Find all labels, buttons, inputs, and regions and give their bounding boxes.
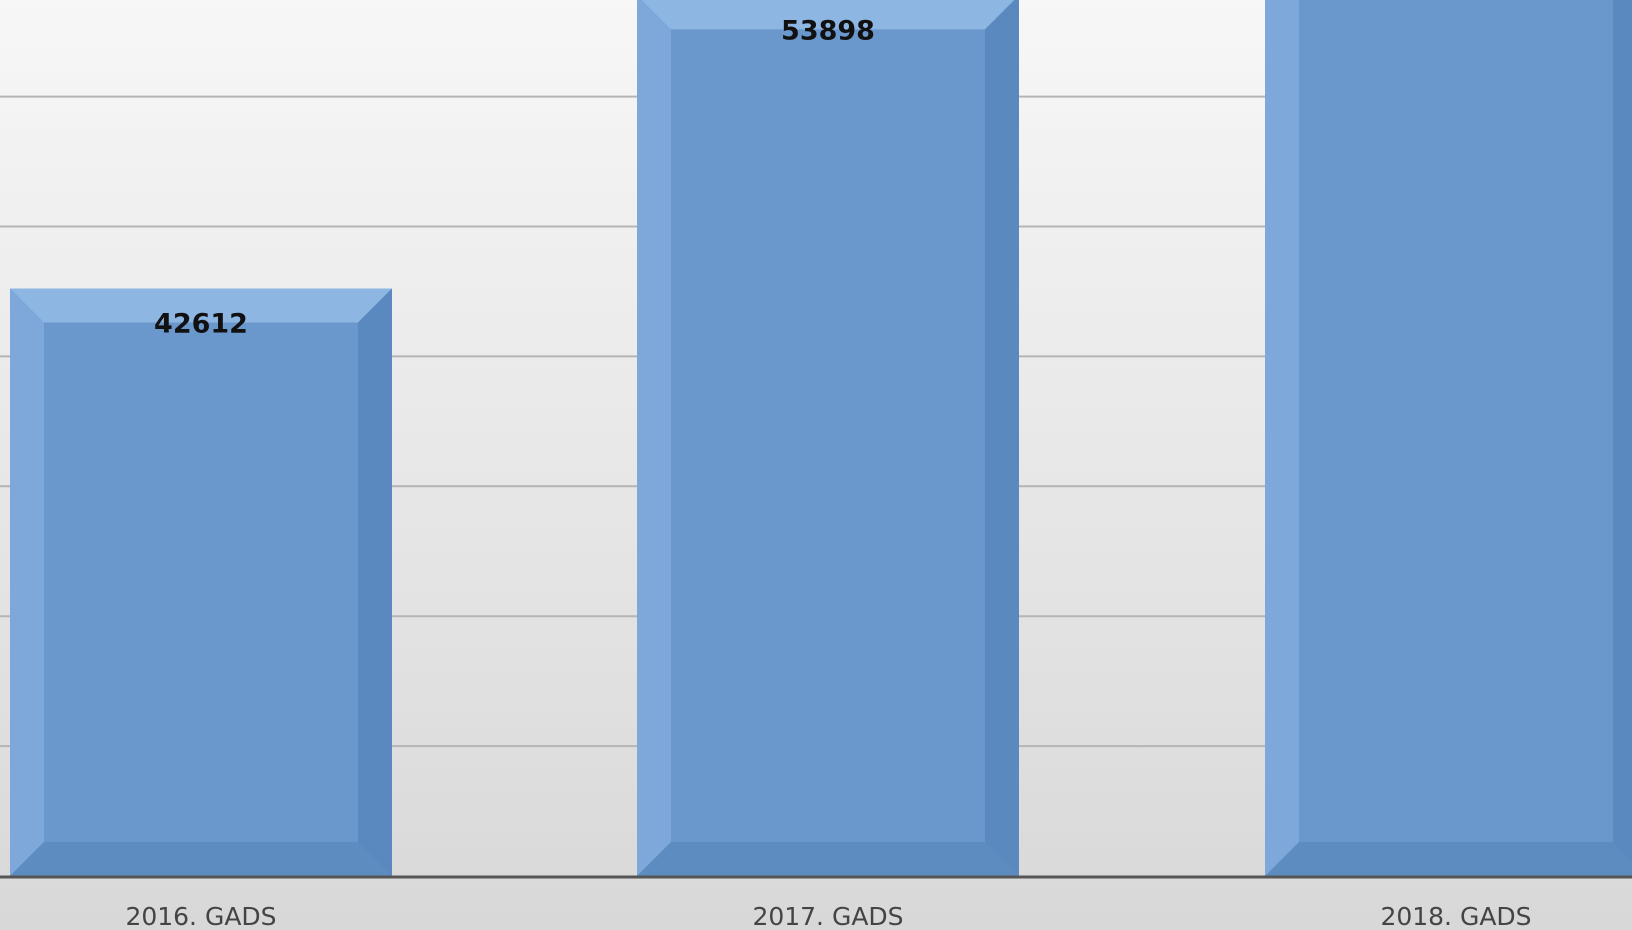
x-tick-label: 2016. GADS: [125, 902, 276, 930]
bar-1: [10, 288, 392, 876]
x-tick-label: 2017. GADS: [752, 902, 903, 930]
bar-bevel-bottom: [637, 842, 1019, 876]
bar-3: [1265, 0, 1632, 876]
x-tick-label: 2018. GADS: [1380, 902, 1531, 930]
bar-body: [1265, 0, 1632, 876]
bar-bevel-top: [641, 0, 1015, 30]
bar-body: [637, 0, 1019, 877]
tick-labels: 2016. GADS 2017. GADS 2018. GADS: [125, 902, 1531, 930]
bar-bevel-top: [10, 288, 392, 323]
bar-bevel-right: [358, 288, 392, 876]
bar-bevel-bottom: [10, 842, 392, 876]
bar-bevel-left: [637, 0, 671, 876]
bar-bevel-left: [10, 288, 44, 876]
bar-bevel-right: [985, 0, 1019, 876]
bar-2: [637, 0, 1019, 877]
bar-bevel-left: [1265, 0, 1299, 876]
bars: 426125389864565: [10, 0, 1632, 877]
bar-bevel-bottom: [1265, 842, 1632, 876]
bar-body: [10, 288, 392, 876]
data-label: 53898: [781, 15, 875, 46]
data-label: 42612: [154, 309, 248, 340]
bar-bevel-right: [1613, 0, 1632, 861]
